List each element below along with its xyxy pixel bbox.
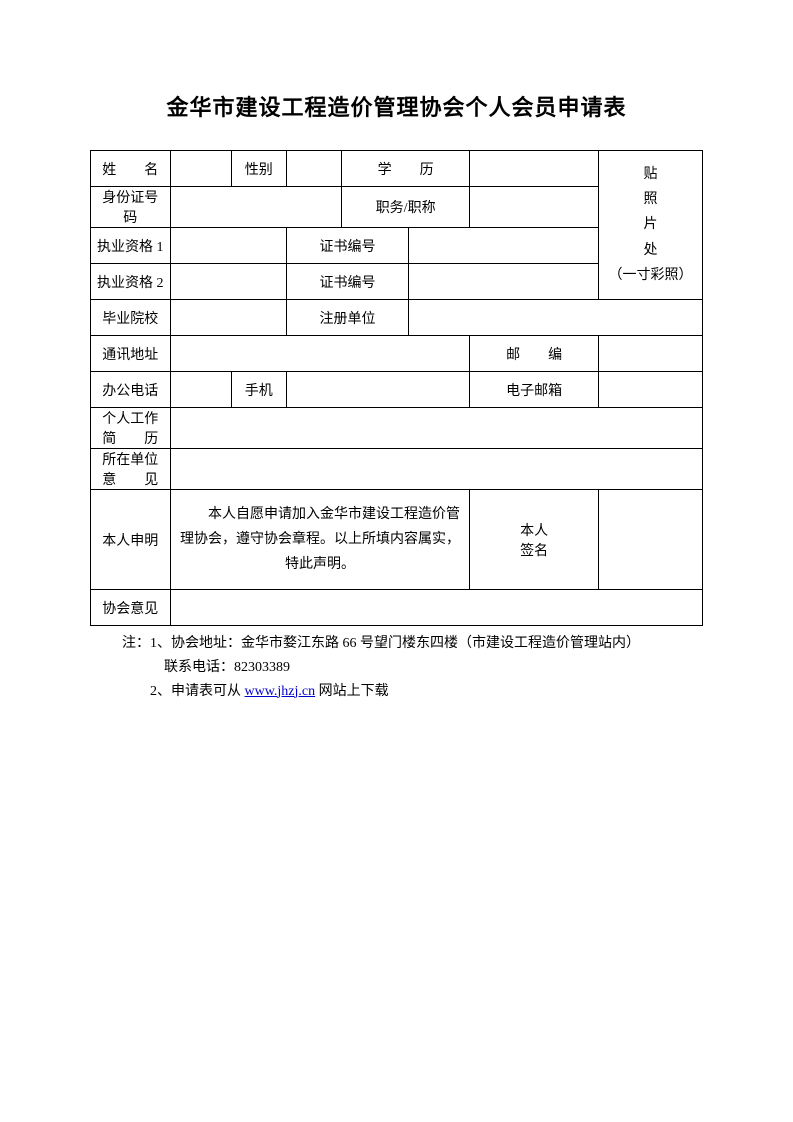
label-resume: 个人工作 简 历 bbox=[91, 408, 171, 449]
value-qual2[interactable] bbox=[170, 264, 286, 300]
label-cert2: 证书编号 bbox=[286, 264, 408, 300]
label-address: 通讯地址 bbox=[91, 336, 171, 372]
value-postcode[interactable] bbox=[598, 336, 702, 372]
label-sig-l1: 本人 bbox=[520, 524, 548, 539]
label-postcode: 邮 编 bbox=[470, 336, 599, 372]
photo-line1: 贴 bbox=[643, 167, 657, 182]
value-cert2[interactable] bbox=[409, 264, 599, 300]
value-name[interactable] bbox=[170, 151, 231, 187]
label-qual1: 执业资格 1 bbox=[91, 228, 171, 264]
note-2-pre: 2、申请表可从 bbox=[122, 684, 245, 699]
application-table: 姓 名 性别 学 历 贴 照 片 处 （一寸彩照） 身份证号码 职务/职称 执业… bbox=[90, 150, 703, 626]
value-position[interactable] bbox=[470, 187, 599, 228]
value-cert1[interactable] bbox=[409, 228, 599, 264]
value-reg-unit[interactable] bbox=[409, 300, 703, 336]
application-form-page: 金华市建设工程造价管理协会个人会员申请表 姓 名 性别 学 历 贴 照 片 处 … bbox=[0, 0, 793, 703]
label-mobile: 手机 bbox=[231, 372, 286, 408]
form-notes: 注：1、协会地址：金华市婺江东路 66 号望门楼东四楼（市建设工程造价管理站内）… bbox=[90, 632, 703, 703]
notes-prefix: 注： bbox=[122, 636, 150, 651]
label-signature: 本人 签名 bbox=[470, 490, 599, 590]
label-unit-l1: 所在单位 bbox=[102, 453, 158, 468]
value-unit-opinion[interactable] bbox=[170, 449, 702, 490]
label-gender: 性别 bbox=[231, 151, 286, 187]
value-mobile[interactable] bbox=[286, 372, 470, 408]
photo-line3: 片 bbox=[643, 217, 657, 232]
label-office-phone: 办公电话 bbox=[91, 372, 171, 408]
label-unit-l2: 意 见 bbox=[102, 473, 158, 488]
photo-line4: 处 bbox=[643, 243, 657, 258]
label-position: 职务/职称 bbox=[341, 187, 470, 228]
value-qual1[interactable] bbox=[170, 228, 286, 264]
value-address[interactable] bbox=[170, 336, 470, 372]
download-link[interactable]: www.jhzj.cn bbox=[245, 684, 316, 699]
label-unit-opinion: 所在单位 意 见 bbox=[91, 449, 171, 490]
label-cert1: 证书编号 bbox=[286, 228, 408, 264]
label-name: 姓 名 bbox=[91, 151, 171, 187]
value-signature[interactable] bbox=[598, 490, 702, 590]
label-self-declare: 本人申明 bbox=[91, 490, 171, 590]
label-school: 毕业院校 bbox=[91, 300, 171, 336]
label-sig-l2: 签名 bbox=[520, 544, 548, 559]
label-education: 学 历 bbox=[341, 151, 470, 187]
value-office-phone[interactable] bbox=[170, 372, 231, 408]
label-qual2: 执业资格 2 bbox=[91, 264, 171, 300]
form-title: 金华市建设工程造价管理协会个人会员申请表 bbox=[90, 90, 703, 122]
value-resume[interactable] bbox=[170, 408, 702, 449]
declaration-text: 本人自愿申请加入金华市建设工程造价管理协会，遵守协会章程。以上所填内容属实，特此… bbox=[170, 490, 470, 590]
photo-line2: 照 bbox=[643, 192, 657, 207]
value-education[interactable] bbox=[470, 151, 599, 187]
value-school[interactable] bbox=[170, 300, 286, 336]
value-email[interactable] bbox=[598, 372, 702, 408]
label-resume-l2: 简 历 bbox=[102, 432, 158, 447]
value-assoc-opinion[interactable] bbox=[170, 590, 702, 626]
note-1b: 联系电话：82303389 bbox=[122, 656, 703, 680]
label-assoc-opinion: 协会意见 bbox=[91, 590, 171, 626]
photo-area: 贴 照 片 处 （一寸彩照） bbox=[598, 151, 702, 300]
label-email: 电子邮箱 bbox=[470, 372, 599, 408]
note-1: 1、协会地址：金华市婺江东路 66 号望门楼东四楼（市建设工程造价管理站内） bbox=[150, 636, 640, 651]
label-resume-l1: 个人工作 bbox=[102, 412, 158, 427]
label-reg-unit: 注册单位 bbox=[286, 300, 408, 336]
note-2-post: 网站上下载 bbox=[315, 684, 389, 699]
value-id-number[interactable] bbox=[170, 187, 341, 228]
label-id-number: 身份证号码 bbox=[91, 187, 171, 228]
photo-note: （一寸彩照） bbox=[608, 268, 692, 283]
value-gender[interactable] bbox=[286, 151, 341, 187]
